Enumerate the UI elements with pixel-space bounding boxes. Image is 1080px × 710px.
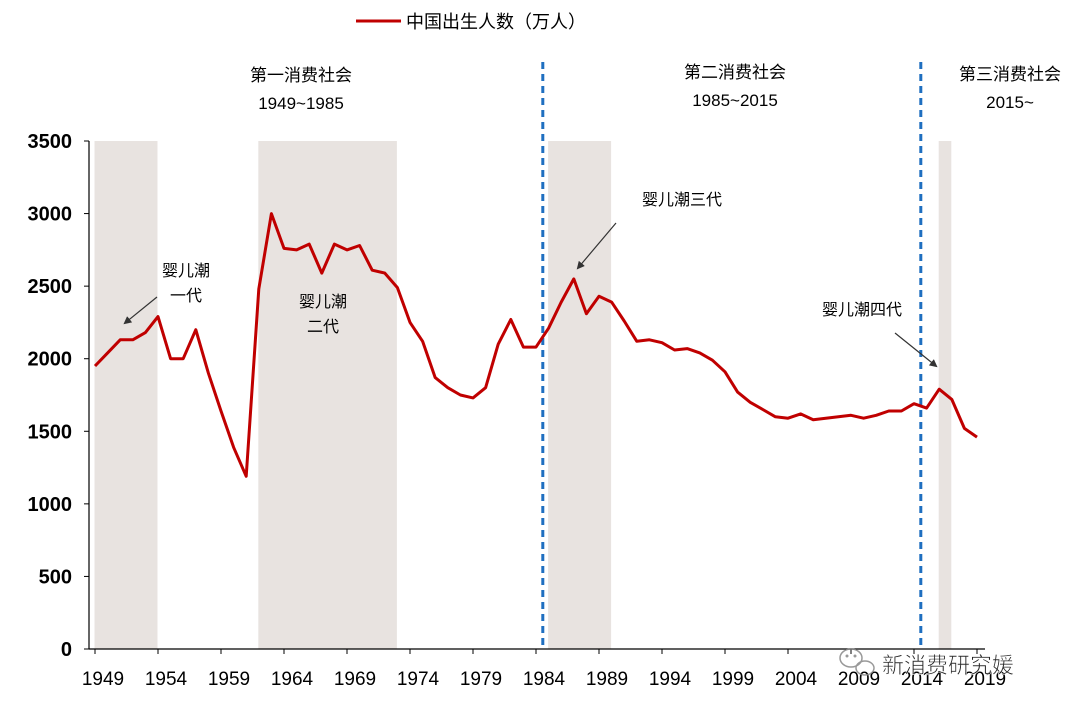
shaded-period-3 <box>548 141 612 649</box>
annotation-boom-4-arrow <box>894 332 938 368</box>
x-tick-label: 2019 <box>964 669 1006 690</box>
annotation-boom-1-line1: 婴儿潮 <box>162 261 210 280</box>
y-tick-label: 2000 <box>28 349 73 371</box>
era-label-2-range: 1985~2015 <box>692 91 778 110</box>
annotation-boom-1-arrow <box>123 296 158 325</box>
x-tick-label: 1984 <box>523 669 566 690</box>
annotation-boom-4: 婴儿潮四代 <box>822 300 938 368</box>
x-tick-label: 1969 <box>334 669 376 690</box>
era-label-3-range: 2015~ <box>986 93 1034 112</box>
y-tick-label: 500 <box>39 566 72 588</box>
annotation-boom-3-label: 婴儿潮三代 <box>642 190 722 209</box>
era-dividers <box>541 62 923 649</box>
era-label-2-title: 第二消费社会 <box>684 63 786 83</box>
x-tick-label: 2004 <box>775 669 818 690</box>
x-tick-label: 1999 <box>712 669 754 690</box>
y-axis: 0 500 1000 1500 2000 2500 3000 3500 <box>28 131 89 661</box>
era-label-3: 第三消费社会 2015~ <box>959 65 1061 112</box>
watermark: 新消费研究媛 <box>839 648 1014 679</box>
y-tick-label: 3000 <box>28 204 73 226</box>
legend-label: 中国出生人数（万人） <box>406 12 586 33</box>
annotation-boom-3: 婴儿潮三代 <box>576 190 722 270</box>
y-tick-label: 2500 <box>28 276 73 298</box>
y-tick-label: 1500 <box>28 421 73 443</box>
x-tick-label: 2009 <box>838 669 880 690</box>
annotation-boom-3-arrow <box>576 222 617 270</box>
era-label-1-range: 1949~1985 <box>258 94 344 113</box>
wechat-icon <box>839 648 875 676</box>
annotation-boom-2: 婴儿潮 二代 <box>299 292 347 336</box>
y-tick-label: 3500 <box>28 131 73 153</box>
annotation-boom-2-line1: 婴儿潮 <box>299 292 347 311</box>
x-tick-label: 1979 <box>460 669 502 690</box>
x-tick-label: 1974 <box>397 669 440 690</box>
annotation-boom-1: 婴儿潮 一代 <box>123 261 210 325</box>
y-tick-label: 0 <box>61 639 72 661</box>
era-label-2: 第二消费社会 1985~2015 <box>684 63 786 110</box>
legend: 中国出生人数（万人） <box>356 12 586 33</box>
y-tick-label: 1000 <box>28 494 73 516</box>
series-line-births <box>93 212 978 478</box>
x-tick-label: 1949 <box>82 669 124 690</box>
shaded-period-1 <box>94 141 158 649</box>
x-tick-label: 1989 <box>586 669 628 690</box>
x-axis: 1949 1954 1959 1964 1969 1974 1979 1984 1989 1994… <box>82 649 1006 690</box>
annotation-boom-1-line2: 一代 <box>170 286 202 305</box>
x-tick-label: 1959 <box>208 669 250 690</box>
annotation-boom-4-label: 婴儿潮四代 <box>822 300 902 319</box>
shaded-periods <box>94 141 952 649</box>
annotation-boom-2-line2: 二代 <box>307 317 339 336</box>
x-tick-label: 1994 <box>649 669 692 690</box>
shaded-period-2 <box>258 141 397 649</box>
era-label-3-title: 第三消费社会 <box>959 65 1061 85</box>
x-tick-label: 1954 <box>145 669 188 690</box>
watermark-text: 新消费研究媛 <box>882 654 1014 679</box>
x-tick-label: 2014 <box>901 669 944 690</box>
x-tick-label: 1964 <box>271 669 314 690</box>
era-label-1-title: 第一消费社会 <box>250 66 352 86</box>
era-label-1: 第一消费社会 1949~1985 <box>250 66 352 113</box>
